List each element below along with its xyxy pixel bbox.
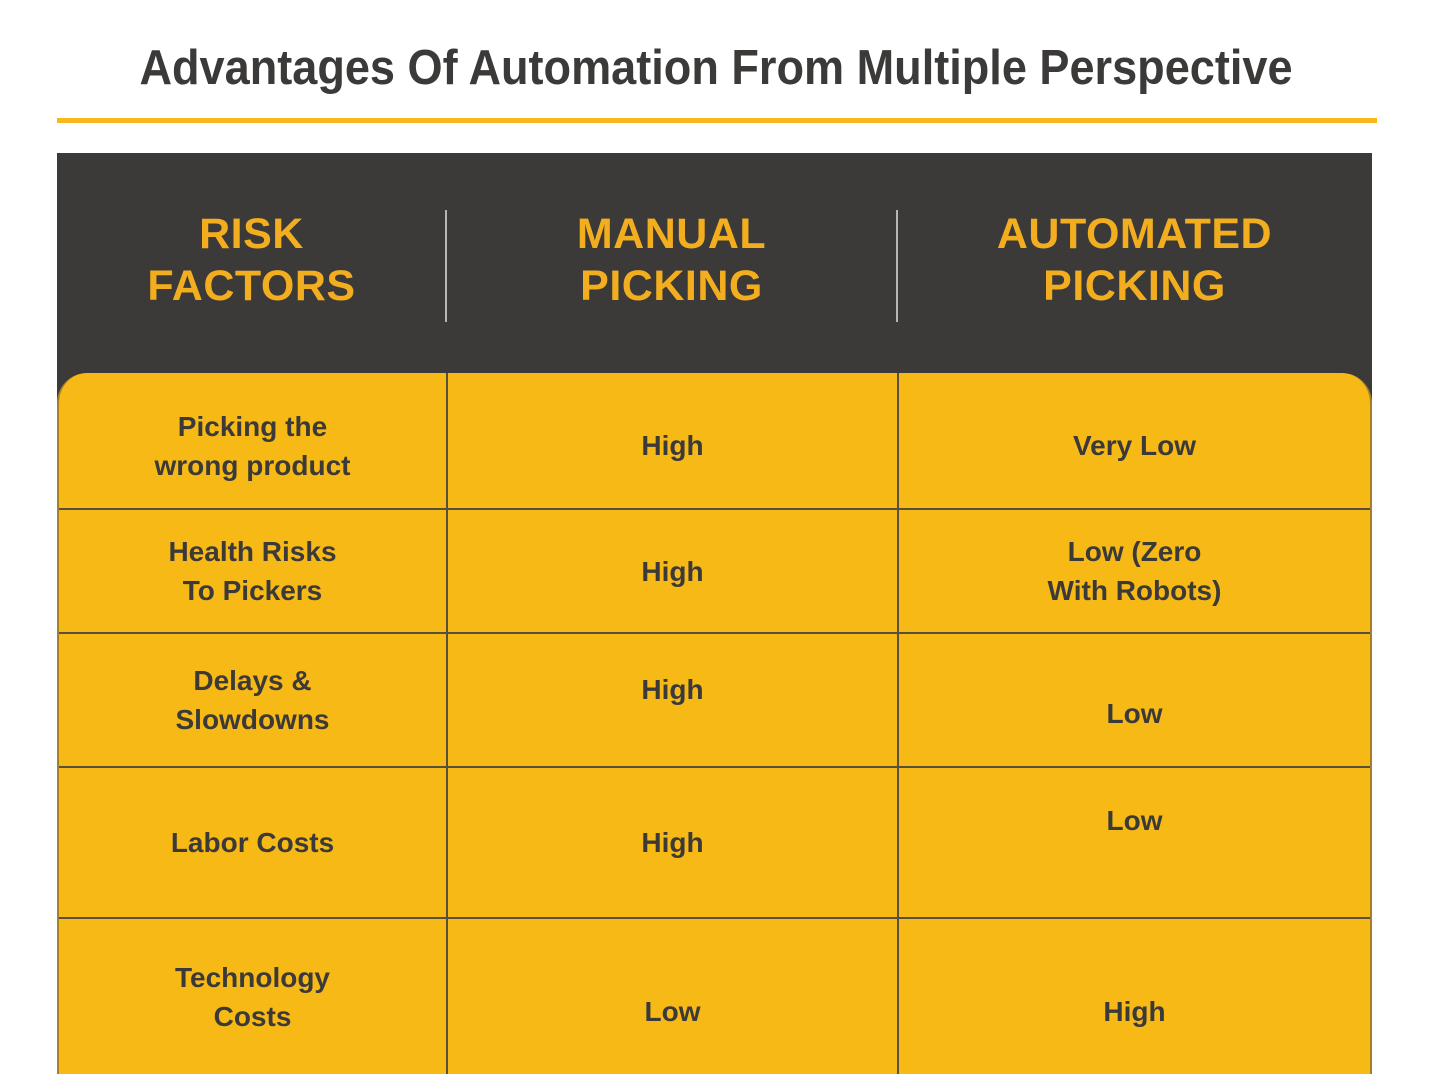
cell-factor: Technology Costs <box>174 961 331 1032</box>
header-column-divider <box>445 210 447 322</box>
cell-automated-picking: Low <box>897 634 1370 766</box>
cell-factor: Health Risks To Pickers <box>168 536 337 606</box>
header-cell-automated-picking: AUTOMATED PICKING <box>996 210 1273 310</box>
table-header: RISK FACTORS MANUAL PICKING AUTOMATED PI… <box>57 153 1372 405</box>
cell-factor: Labor Costs <box>170 827 335 858</box>
cell-automated-picking: Low <box>897 768 1370 917</box>
cell-manual-picking: High <box>446 768 897 917</box>
cell-manual-picking: Low <box>446 919 897 1074</box>
page-title: Advantages Of Automation From Multiple P… <box>139 41 1293 95</box>
cell-automated-picking: Very Low <box>897 373 1370 508</box>
table-row: Picking the wrong product High Very Low <box>59 373 1370 508</box>
header-cell-risk-factors: RISK FACTORS <box>147 210 356 310</box>
cell-factor: Delays & Slowdowns <box>175 665 330 735</box>
cell-manual-picking: High <box>446 634 897 766</box>
table-body: Picking the wrong product High Very Low … <box>57 373 1372 1074</box>
cell-manual-picking: High <box>446 373 897 508</box>
header-column-divider <box>896 210 898 322</box>
table-row: Delays & Slowdowns High Low <box>59 632 1370 766</box>
title-underline-rule <box>57 118 1377 123</box>
table-row: Technology Costs Low High <box>59 917 1370 1074</box>
table-row: Health Risks To Pickers High Low (Zero W… <box>59 508 1370 632</box>
cell-automated-picking: High <box>897 919 1370 1074</box>
header-cell-manual-picking: MANUAL PICKING <box>576 210 767 310</box>
cell-manual-picking: High <box>446 510 897 632</box>
cell-automated-picking: Low (Zero With Robots) <box>897 510 1370 632</box>
table-row: Labor Costs High Low <box>59 766 1370 917</box>
cell-factor: Picking the wrong product <box>154 410 351 481</box>
comparison-table: RISK FACTORS MANUAL PICKING AUTOMATED PI… <box>57 153 1372 1074</box>
